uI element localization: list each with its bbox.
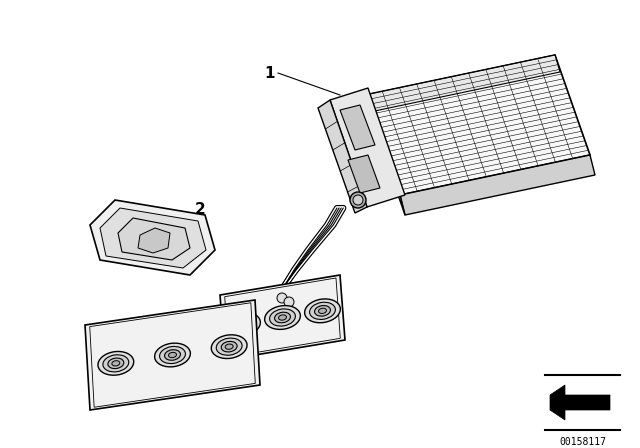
Ellipse shape [164,350,180,360]
Ellipse shape [319,308,326,314]
Circle shape [273,289,291,307]
Ellipse shape [315,306,330,316]
Ellipse shape [278,315,287,320]
Polygon shape [365,55,560,112]
Ellipse shape [108,358,124,369]
Ellipse shape [211,335,247,358]
Ellipse shape [103,355,129,372]
Polygon shape [550,385,610,420]
Polygon shape [138,228,170,253]
Polygon shape [340,105,375,150]
Polygon shape [85,300,260,410]
Ellipse shape [269,309,296,326]
Ellipse shape [310,302,335,319]
Ellipse shape [159,346,186,364]
Circle shape [277,293,287,303]
Text: 1: 1 [264,65,275,81]
Ellipse shape [216,338,242,355]
Ellipse shape [221,341,237,352]
Polygon shape [318,100,367,213]
Text: 00158117: 00158117 [559,437,606,447]
Ellipse shape [225,344,233,349]
Polygon shape [348,155,380,193]
Polygon shape [365,55,590,195]
Ellipse shape [265,306,300,329]
Polygon shape [400,155,595,215]
Ellipse shape [230,315,255,333]
Ellipse shape [168,353,177,358]
Circle shape [350,192,366,208]
Polygon shape [90,200,215,275]
Ellipse shape [235,319,250,329]
Ellipse shape [275,312,291,323]
Ellipse shape [239,322,246,327]
Polygon shape [118,218,190,260]
Ellipse shape [98,352,134,375]
Circle shape [280,293,298,311]
Text: 2: 2 [195,202,205,217]
Polygon shape [220,275,345,360]
Ellipse shape [305,299,340,323]
Circle shape [353,195,363,205]
Polygon shape [365,95,405,215]
Circle shape [284,297,294,307]
Polygon shape [100,208,206,268]
Ellipse shape [112,361,120,366]
Polygon shape [330,88,405,207]
Ellipse shape [225,312,260,336]
Ellipse shape [155,343,190,367]
